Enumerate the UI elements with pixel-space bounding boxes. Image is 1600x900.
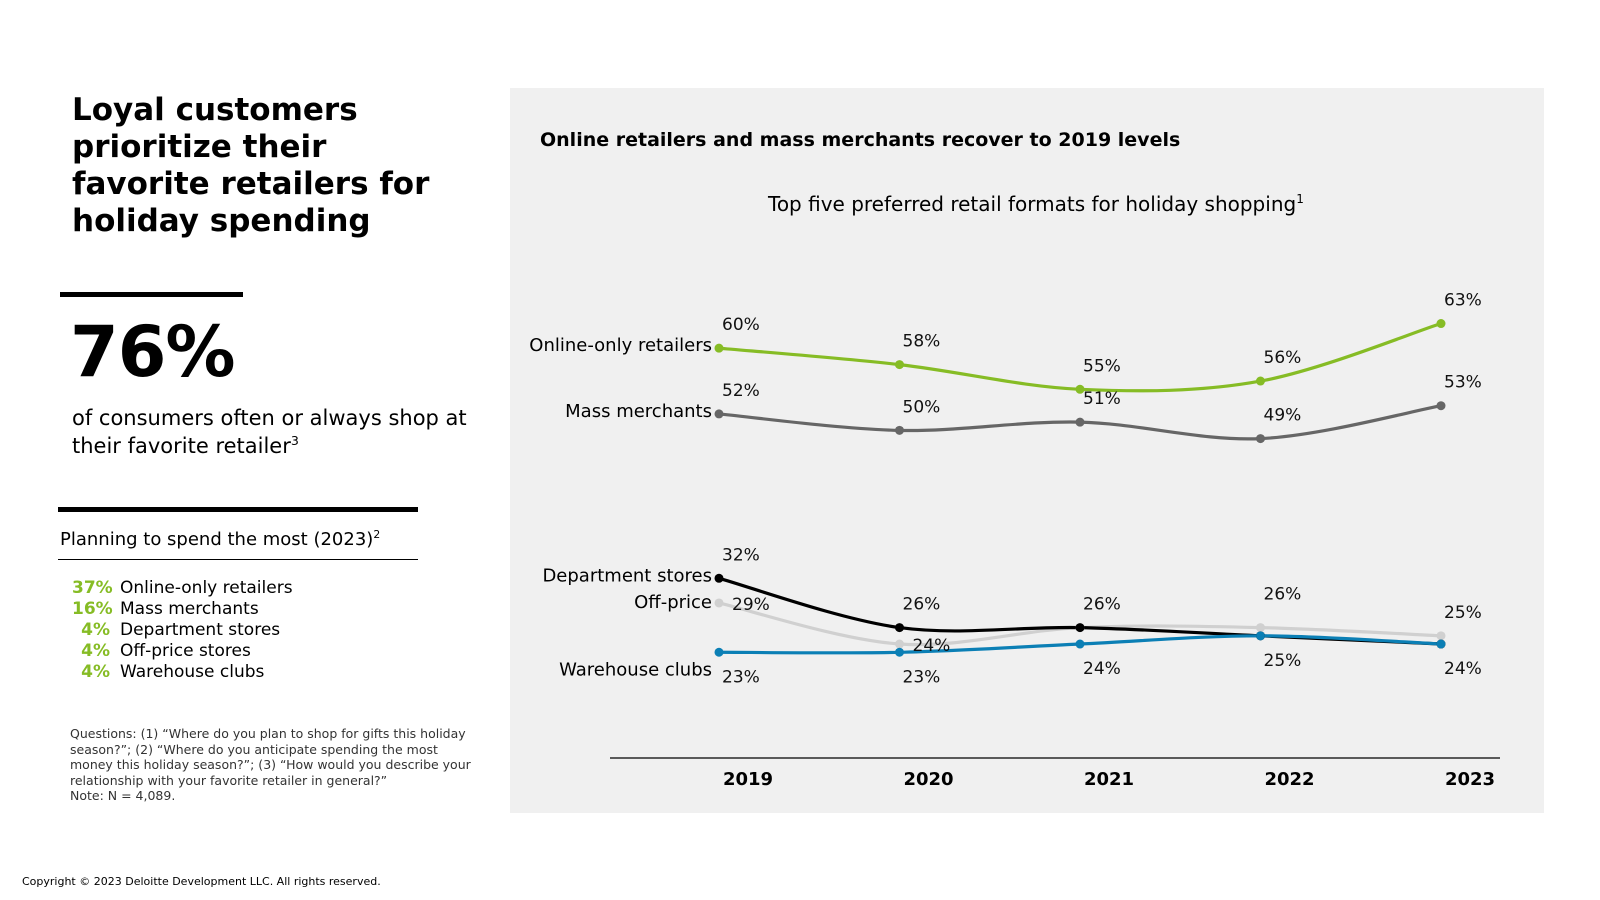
series-name-department-stores: Department stores (542, 565, 712, 586)
x-tick-2022: 2022 (1264, 769, 1314, 790)
spend-item-label: Warehouse clubs (120, 662, 265, 682)
data-label-off-price-2019: 29% (732, 595, 770, 615)
footnote-questions: Questions: (1) “Where do you plan to sho… (70, 726, 471, 788)
series-name-mass-merchants: Mass merchants (565, 401, 712, 422)
data-label-mass-merchants-2020: 50% (903, 397, 941, 417)
data-point-warehouse-clubs-2021 (1075, 639, 1085, 649)
spend-list-item: 37% Online-only retailers (72, 578, 293, 599)
data-label-online-only-retailers-2023: 63% (1444, 291, 1482, 311)
spend-item-percent: 4% (81, 641, 110, 661)
data-point-mass-merchants-2019 (714, 409, 724, 419)
data-point-online-only-retailers-2021 (1075, 384, 1085, 394)
series-name-online-only-retailers: Online-only retailers (529, 335, 712, 356)
data-point-online-only-retailers-2022 (1256, 376, 1265, 386)
data-label-department-stores-2019: 32% (722, 545, 760, 565)
series-line-department-stores (717, 576, 1443, 646)
series-lines (717, 321, 1443, 655)
page-headline: Loyal customers prioritize their favorit… (72, 92, 430, 239)
stat-value: 76% (70, 311, 236, 393)
data-point-department-stores-2020 (895, 623, 904, 633)
data-point-department-stores-2019 (714, 573, 724, 583)
data-label-department-stores-2021: 26% (1083, 595, 1121, 615)
data-label-off-price-2022: 26% (1264, 585, 1302, 605)
data-point-warehouse-clubs-2023 (1436, 639, 1446, 649)
data-point-mass-merchants-2021 (1075, 417, 1085, 427)
data-label-online-only-retailers-2021: 55% (1083, 356, 1121, 376)
spend-item-percent: 37% (72, 578, 113, 598)
data-point-warehouse-clubs-2019 (714, 647, 724, 657)
chart-title-footnote: 1 (1296, 192, 1304, 206)
x-tick-2020: 2020 (903, 769, 953, 790)
series-names: Online-only retailers Mass merchants Off-p… (529, 335, 712, 680)
spend-item-percent: 4% (81, 662, 110, 682)
data-point-mass-merchants-2023 (1436, 401, 1446, 411)
spend-section-title: Planning to spend the most (2023)2 (60, 528, 380, 552)
spend-item-label: Online-only retailers (120, 578, 293, 598)
spend-divider-top (58, 507, 418, 512)
data-label-department-stores-2022: 25% (1264, 651, 1302, 671)
spend-item-percent: 4% (81, 620, 110, 640)
spend-item-label: Department stores (120, 620, 281, 640)
spend-list-item: 16% Mass merchants (72, 599, 293, 620)
data-label-off-price-2023: 25% (1444, 603, 1482, 623)
spend-list-item: 4% Off-price stores (72, 641, 293, 662)
chart-title: Top five preferred retail formats for ho… (767, 192, 1304, 216)
spend-title-text: Planning to spend the most (2023) (60, 529, 374, 550)
data-label-mass-merchants-2021: 51% (1083, 389, 1121, 409)
data-label-online-only-retailers-2022: 56% (1264, 348, 1302, 368)
spend-list: 37% Online-only retailers 16% Mass merchant… (72, 578, 293, 683)
chart-panel: Online retailers and mass merchants reco… (510, 88, 1544, 813)
spend-divider-bottom (58, 559, 418, 560)
data-label-online-only-retailers-2019: 60% (722, 315, 760, 335)
data-label-department-stores-2020: 26% (903, 595, 941, 615)
data-point-mass-merchants-2022 (1256, 434, 1265, 444)
copyright: Copyright © 2023 Deloitte Development LL… (22, 875, 381, 888)
spend-item-label: Off-price stores (120, 641, 251, 661)
data-label-online-only-retailers-2020: 58% (903, 332, 941, 352)
data-label-warehouse-clubs-2023: 24% (1444, 659, 1482, 679)
data-label-warehouse-clubs-2021: 24% (1083, 659, 1121, 679)
data-point-warehouse-clubs-2020 (895, 647, 904, 657)
series-points (714, 319, 1446, 657)
stat-divider (60, 292, 243, 297)
footnote-sample-size: Note: N = 4,089. (70, 788, 176, 803)
stat-footnote-marker: 3 (290, 433, 299, 448)
x-tick-2019: 2019 (723, 769, 773, 790)
x-tick-2021: 2021 (1084, 769, 1134, 790)
series-name-warehouse-clubs: Warehouse clubs (559, 659, 712, 680)
series-name-off-price: Off-price (634, 592, 712, 613)
x-tick-labels: 2019 2020 2021 2022 2023 (723, 769, 1495, 790)
line-chart: Online retailers and mass merchants reco… (529, 129, 1500, 790)
spend-item-percent: 16% (72, 599, 113, 619)
spend-footnote-marker: 2 (373, 528, 381, 541)
value-labels: 60% 58% 55% 56% 63% 52% 50% 51% 49% 53% 32% 29% 23% 2… (722, 291, 1482, 688)
data-label-off-price-2020: 24% (913, 636, 951, 656)
data-point-online-only-retailers-2023 (1436, 319, 1446, 329)
panel-title: Online retailers and mass merchants reco… (540, 129, 1180, 151)
chart-title-text: Top five preferred retail formats for ho… (767, 192, 1296, 216)
data-point-off-price-2022 (1256, 623, 1265, 633)
data-label-mass-merchants-2023: 53% (1444, 373, 1482, 393)
data-point-warehouse-clubs-2022 (1256, 631, 1265, 641)
x-tick-2023: 2023 (1445, 769, 1495, 790)
data-label-warehouse-clubs-2019: 23% (722, 667, 760, 687)
data-label-mass-merchants-2022: 49% (1264, 406, 1302, 426)
data-point-mass-merchants-2020 (895, 425, 904, 435)
footnotes: Questions: (1) “Where do you plan to sho… (70, 726, 482, 804)
spend-list-item: 4% Warehouse clubs (72, 662, 293, 683)
data-point-department-stores-2021 (1075, 623, 1085, 633)
data-point-off-price-2020 (895, 639, 904, 649)
stat-description: of consumers often or always shop at the… (72, 404, 472, 460)
data-point-off-price-2019 (714, 598, 724, 608)
data-label-mass-merchants-2019: 52% (722, 381, 760, 401)
stat-description-text: of consumers often or always shop at the… (72, 406, 467, 458)
spend-item-label: Mass merchants (120, 599, 259, 619)
spend-list-item: 4% Department stores (72, 620, 293, 641)
data-point-off-price-2023 (1436, 631, 1446, 641)
data-point-online-only-retailers-2020 (895, 360, 904, 370)
series-line-online-only-retailers (717, 321, 1443, 393)
data-label-warehouse-clubs-2020: 23% (903, 667, 941, 687)
data-point-online-only-retailers-2019 (714, 343, 724, 353)
